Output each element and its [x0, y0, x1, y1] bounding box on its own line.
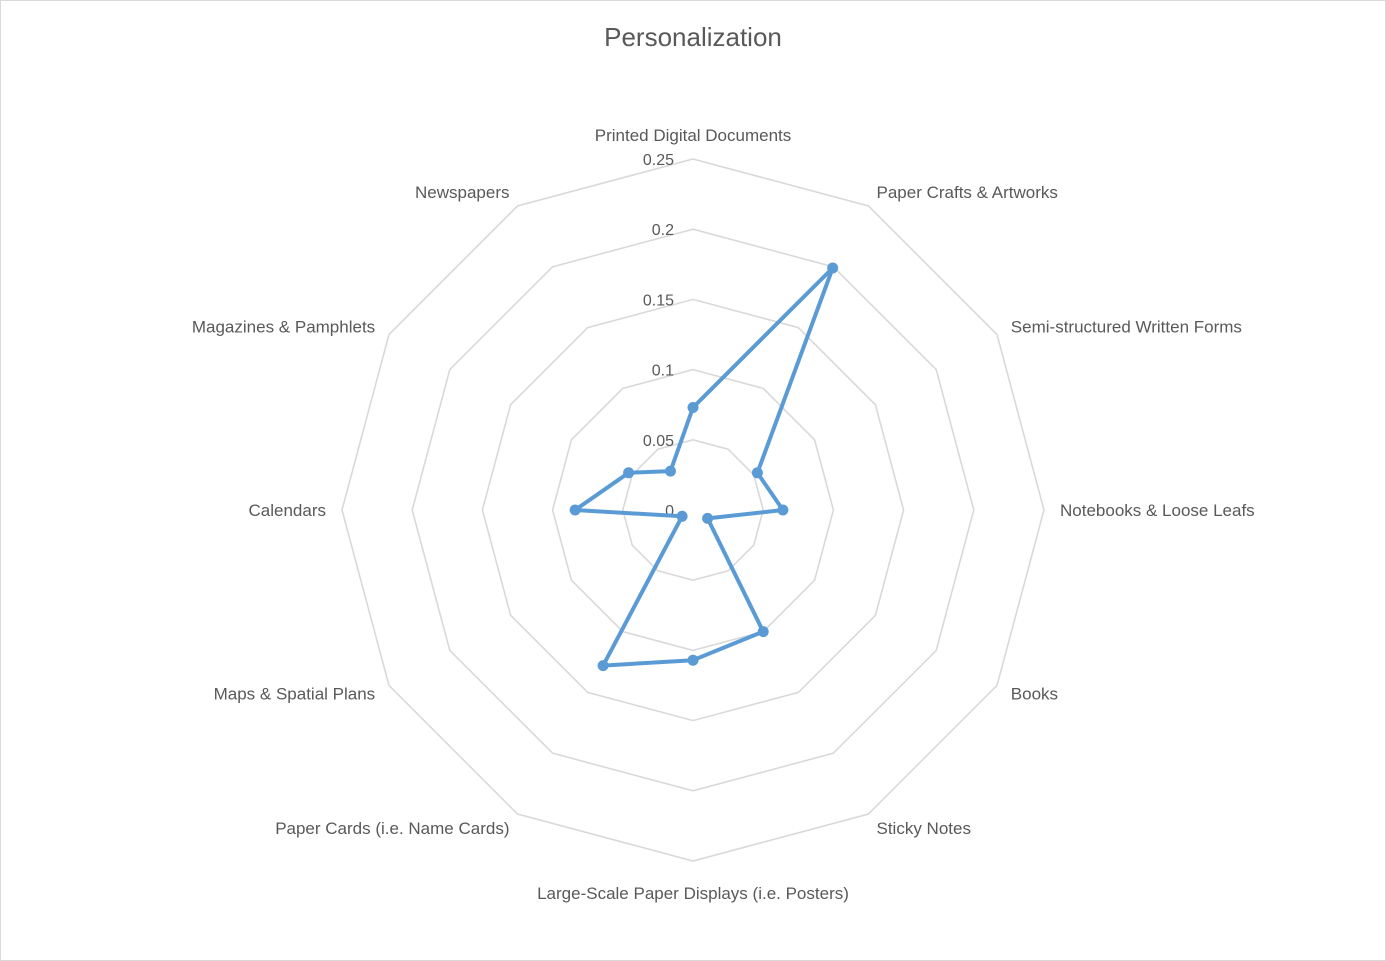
radar-grid: [341, 158, 1045, 862]
category-label: Notebooks & Loose Leafs: [1060, 501, 1255, 520]
data-point: [777, 504, 789, 516]
grid-ring-4: [411, 228, 975, 792]
category-label: Sticky Notes: [877, 819, 971, 838]
grid-ring-3: [481, 298, 905, 722]
data-point: [676, 510, 688, 522]
category-labels: Printed Digital Documents Paper Crafts & …: [192, 126, 1255, 903]
grid-ring-1: [621, 438, 765, 582]
data-point: [757, 626, 769, 638]
grid-ring-2: [551, 368, 835, 652]
grid-ring-5: [341, 158, 1045, 862]
category-label: Newspapers: [415, 183, 510, 202]
tick-label: 0.25: [643, 152, 674, 169]
radial-tick-labels: 0 0.05 0.1 0.15 0.2 0.25: [643, 152, 674, 520]
category-label: Printed Digital Documents: [595, 126, 792, 145]
tick-label: 0.15: [643, 292, 674, 309]
tick-label: 0.05: [643, 433, 674, 450]
category-label: Paper Cards (i.e. Name Cards): [275, 819, 509, 838]
category-label: Magazines & Pamphlets: [192, 318, 375, 337]
category-label: Large-Scale Paper Displays (i.e. Posters…: [537, 884, 849, 903]
data-point: [687, 402, 699, 413]
chart-title: Personalization: [604, 22, 782, 52]
data-point: [665, 465, 676, 477]
series-line: [573, 266, 835, 668]
tick-label: 0.2: [652, 222, 674, 239]
tick-label: 0.1: [652, 363, 674, 380]
category-label: Semi-structured Written Forms: [1011, 318, 1242, 337]
category-label: Paper Crafts & Artworks: [877, 183, 1058, 202]
data-point: [702, 512, 714, 524]
data-point: [569, 504, 581, 516]
data-point: [597, 660, 609, 672]
category-label: Books: [1011, 685, 1058, 704]
data-point: [687, 654, 699, 666]
category-label: Maps & Spatial Plans: [214, 685, 376, 704]
category-label: Calendars: [249, 501, 327, 520]
tick-label: 0: [665, 503, 674, 520]
data-series: [569, 262, 839, 672]
data-point: [827, 262, 839, 274]
data-point: [623, 467, 635, 479]
data-point: [751, 467, 763, 479]
